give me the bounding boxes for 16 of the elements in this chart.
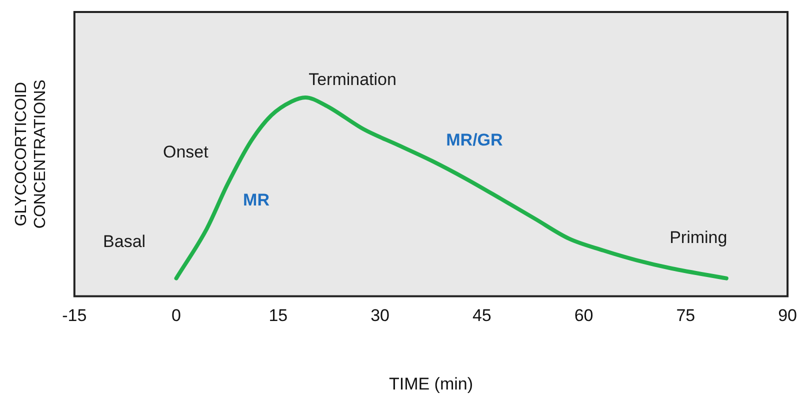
x-tick-label: 0 bbox=[172, 306, 182, 326]
annotation: Priming bbox=[670, 228, 728, 247]
x-axis-title: TIME (min) bbox=[388, 374, 473, 394]
annotation: MR/GR bbox=[446, 130, 503, 150]
x-tick-label: 30 bbox=[370, 306, 390, 326]
text: Termination bbox=[308, 70, 396, 89]
annotation: MR bbox=[243, 190, 270, 210]
annotation: Onset bbox=[162, 142, 209, 162]
x-tick-label: 90 bbox=[778, 306, 798, 326]
annotation: Basal bbox=[103, 232, 146, 251]
x-tick-label: 15 bbox=[268, 306, 288, 326]
x-tick-label: -15 bbox=[62, 306, 87, 326]
y-axis-title: GLYCOCORTICOID CONCENTRATIONS bbox=[13, 80, 50, 229]
x-tick-label: 60 bbox=[574, 306, 594, 326]
x-tick-label: 75 bbox=[676, 306, 696, 326]
x-tick-label: 45 bbox=[472, 306, 492, 326]
